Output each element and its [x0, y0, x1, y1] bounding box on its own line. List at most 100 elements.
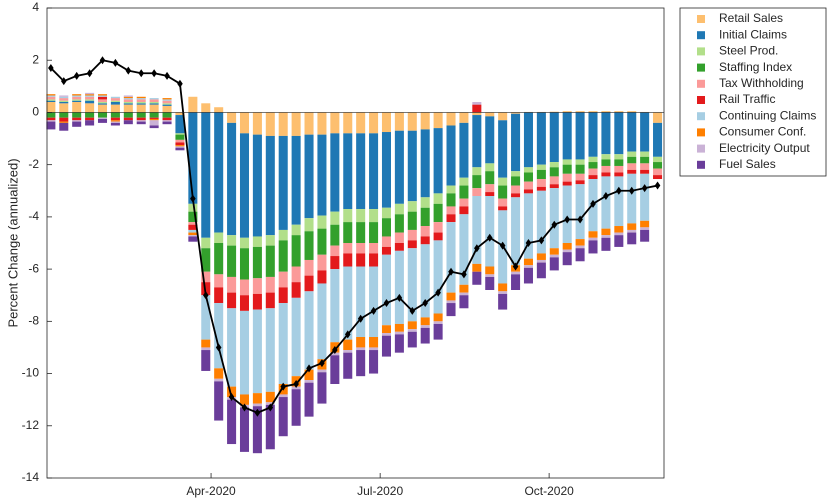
bar-segment: [110, 120, 120, 122]
bar-segment: [85, 117, 95, 121]
bar-segment: [110, 112, 120, 118]
line-marker: [138, 69, 145, 78]
bar-segment: [46, 99, 56, 101]
bar-segment: [252, 403, 262, 407]
bar-segment: [175, 147, 185, 151]
bar-segment: [252, 236, 262, 247]
bar-segment: [523, 181, 533, 190]
bar-segment: [653, 112, 663, 123]
bar-segment: [640, 220, 650, 228]
line-marker: [202, 291, 209, 300]
bar-segment: [72, 112, 82, 118]
legend-label: Initial Claims: [719, 27, 787, 41]
bar-segment: [227, 308, 237, 387]
bar-segment: [627, 169, 637, 174]
legend-label: Rail Traffic: [719, 92, 775, 106]
bar-segment: [394, 331, 404, 335]
bar-segment: [549, 111, 559, 113]
bar-segment: [588, 111, 598, 113]
bar-segment: [472, 263, 482, 272]
bar-segment: [433, 323, 443, 340]
bar-segment: [304, 291, 314, 370]
bar-segment: [407, 201, 417, 212]
bar-segment: [381, 132, 391, 208]
line-marker: [357, 314, 364, 323]
bar-segment: [136, 120, 146, 122]
bar-segment: [162, 100, 172, 104]
line-marker: [48, 64, 54, 73]
bar-segment: [343, 222, 353, 243]
bar-segment: [304, 259, 314, 276]
bar-segment: [123, 102, 133, 104]
bar-segment: [46, 112, 56, 118]
bar-segment: [601, 154, 611, 160]
bar-segment: [575, 184, 585, 240]
bar-segment: [265, 235, 275, 246]
line-marker: [383, 299, 390, 308]
bar-segment: [136, 112, 146, 118]
bar-segment: [575, 111, 585, 113]
bar-segment: [485, 116, 495, 164]
bar-segment: [278, 271, 288, 288]
bar-segment: [420, 244, 430, 318]
bar-segment: [420, 226, 430, 237]
x-tick-label: Oct-2020: [524, 484, 574, 498]
bar-segment: [614, 226, 624, 233]
bar-segment: [136, 121, 146, 125]
bar-segment: [653, 168, 663, 176]
line-marker: [241, 403, 248, 412]
bar-segment: [498, 112, 508, 121]
bar-segment: [381, 236, 391, 247]
line-marker: [654, 181, 661, 190]
line-marker: [332, 346, 338, 355]
bar-segment: [227, 276, 237, 293]
bar-segment: [97, 112, 108, 118]
bar-segment: [85, 94, 95, 96]
bar-segment: [472, 188, 482, 196]
bar-segment: [59, 102, 69, 104]
line-marker: [293, 380, 299, 388]
bar-segment: [265, 112, 275, 136]
bar-segment: [356, 253, 366, 267]
bar-segment: [175, 134, 185, 140]
bar-segment: [188, 211, 198, 223]
bar-segment: [330, 224, 340, 246]
bar-segment: [136, 117, 146, 121]
line-marker: [86, 69, 93, 78]
bar-segment: [523, 267, 533, 284]
line-marker: [254, 408, 261, 417]
bar-segment: [59, 121, 69, 123]
bar-segment: [562, 181, 572, 186]
bar-segment: [446, 112, 456, 126]
line-marker: [267, 403, 274, 412]
bar-segment: [472, 175, 482, 189]
bar-segment: [330, 112, 340, 134]
line-marker: [370, 306, 377, 315]
y-tick-label: 2: [32, 52, 39, 66]
y-tick-label: -6: [28, 261, 39, 275]
bar-segment: [123, 96, 133, 99]
bar-segment: [601, 111, 611, 113]
bar-segment: [614, 172, 624, 177]
bar-segment: [536, 164, 546, 170]
bar-segment: [291, 224, 301, 236]
line-marker: [616, 186, 622, 195]
bar-segment: [446, 125, 456, 186]
bar-segment: [162, 120, 172, 122]
bar-segment: [317, 369, 327, 373]
bar-segment: [394, 334, 404, 353]
bar-segment: [549, 254, 559, 258]
bar-segment: [162, 121, 172, 125]
bar-segment: [575, 164, 585, 174]
line-marker: [112, 58, 119, 67]
bar-segment: [278, 303, 288, 384]
bar-segment: [420, 129, 430, 198]
bar-segment: [459, 185, 469, 199]
bar-segment: [317, 372, 327, 404]
bar-segment: [46, 100, 56, 102]
bar-segment: [201, 112, 211, 238]
bar-segment: [265, 292, 275, 309]
bar-segment: [72, 99, 82, 101]
bar-segment: [472, 115, 482, 168]
